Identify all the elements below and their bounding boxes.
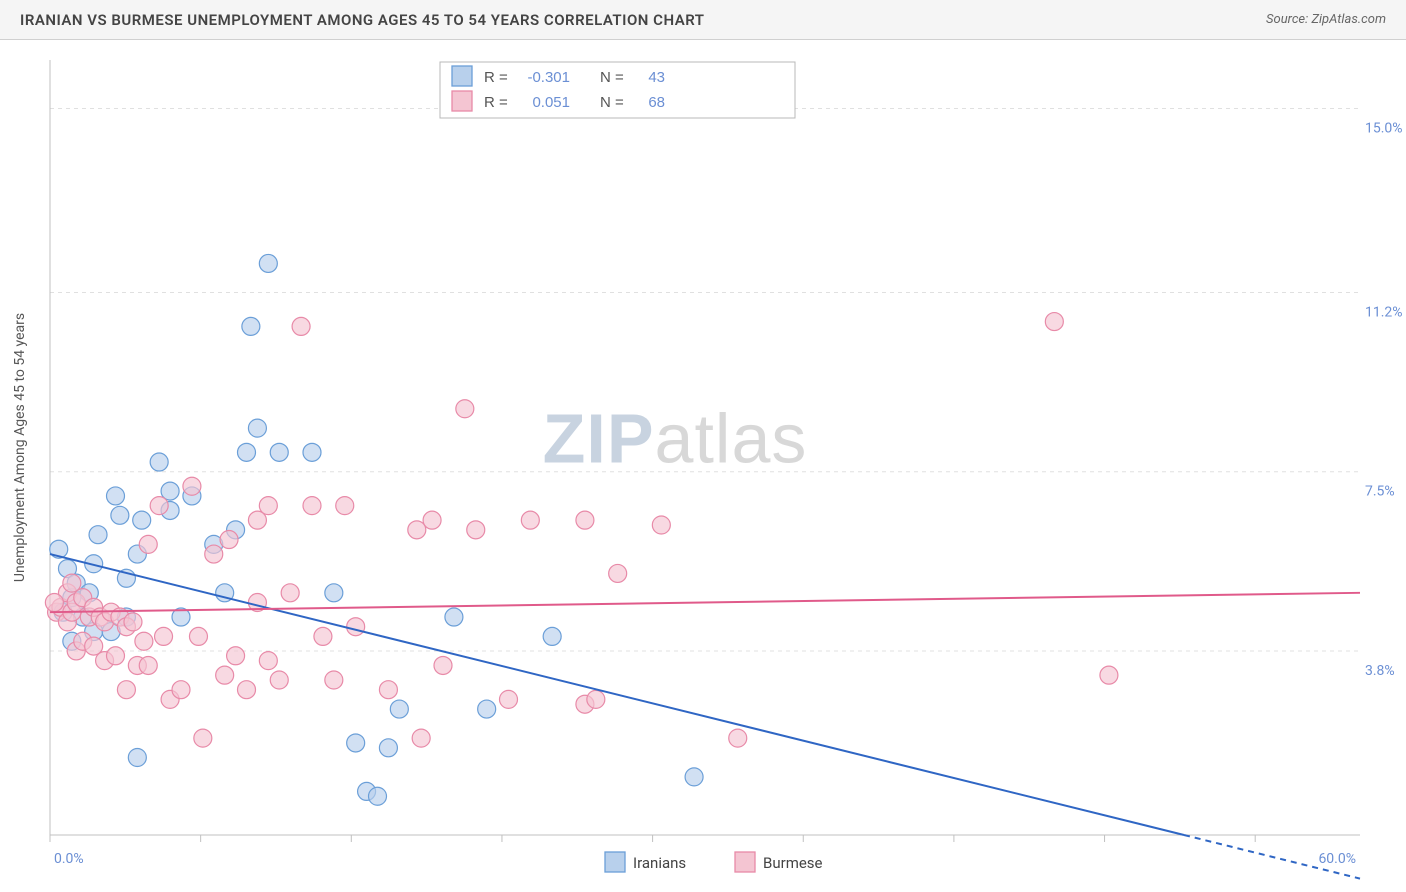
y-tick-label: 15.0%: [1365, 120, 1403, 136]
data-point: [314, 627, 332, 645]
data-point: [107, 647, 125, 665]
data-point: [729, 729, 747, 747]
data-point: [609, 564, 627, 582]
data-point: [220, 531, 238, 549]
data-point: [150, 453, 168, 471]
data-point: [194, 729, 212, 747]
data-point: [205, 545, 223, 563]
chart-title: IRANIAN VS BURMESE UNEMPLOYMENT AMONG AG…: [20, 11, 704, 29]
series-burmese: [45, 313, 1118, 748]
data-point: [445, 608, 463, 626]
chart-source: Source: ZipAtlas.com: [1266, 12, 1386, 27]
data-point: [242, 317, 260, 335]
data-point: [303, 497, 321, 515]
data-point: [652, 516, 670, 534]
data-point: [576, 511, 594, 529]
chart-header: IRANIAN VS BURMESE UNEMPLOYMENT AMONG AG…: [0, 0, 1406, 40]
data-point: [521, 511, 539, 529]
data-point: [139, 535, 157, 553]
data-point: [172, 681, 190, 699]
data-point: [543, 627, 561, 645]
legend-n-value: 43: [648, 69, 665, 86]
y-tick-label: 11.2%: [1365, 305, 1403, 321]
data-point: [500, 690, 518, 708]
legend-r-value: 0.051: [532, 94, 570, 111]
data-point: [292, 317, 310, 335]
data-point: [124, 613, 142, 631]
data-point: [139, 656, 157, 674]
data-point: [248, 419, 266, 437]
legend-n-label: N =: [600, 69, 624, 86]
watermark: ZIPatlas: [543, 400, 808, 478]
data-point: [478, 700, 496, 718]
data-point: [45, 594, 63, 612]
data-point: [259, 497, 277, 515]
data-point: [259, 254, 277, 272]
bottom-legend-label: Burmese: [763, 854, 823, 872]
data-point: [325, 671, 343, 689]
data-point: [270, 443, 288, 461]
data-point: [467, 521, 485, 539]
data-point: [238, 443, 256, 461]
data-point: [390, 700, 408, 718]
data-point: [107, 487, 125, 505]
y-tick-label: 3.8%: [1365, 663, 1395, 679]
legend-swatch: [452, 91, 472, 111]
series-iranians: [50, 254, 703, 805]
data-point: [128, 749, 146, 767]
bottom-legend-label: Iranians: [633, 854, 686, 872]
legend-n-value: 68: [648, 94, 665, 111]
data-point: [183, 477, 201, 495]
data-point: [238, 681, 256, 699]
data-point: [379, 739, 397, 757]
data-point: [135, 632, 153, 650]
data-point: [423, 511, 441, 529]
data-point: [189, 627, 207, 645]
data-point: [227, 647, 245, 665]
scatter-chart: 3.8% 7.5% 11.2% 15.0% 0.0% 60.0% Unemployment …: [0, 40, 1406, 892]
data-point: [412, 729, 430, 747]
data-point: [259, 652, 277, 670]
x-max-label: 60.0%: [1318, 851, 1356, 867]
data-point: [89, 526, 107, 544]
legend-n-label: N =: [600, 94, 624, 111]
x-min-label: 0.0%: [54, 851, 84, 867]
data-point: [325, 584, 343, 602]
data-point: [133, 511, 151, 529]
data-point: [685, 768, 703, 786]
data-point: [336, 497, 354, 515]
chart-area: 3.8% 7.5% 11.2% 15.0% 0.0% 60.0% Unemployment …: [0, 40, 1406, 892]
legend-r-label: R =: [484, 69, 508, 86]
data-point: [347, 734, 365, 752]
data-point: [587, 690, 605, 708]
data-point: [369, 787, 387, 805]
data-point: [347, 618, 365, 636]
legend-r-value: -0.301: [527, 69, 570, 86]
data-point: [1045, 313, 1063, 331]
data-point: [150, 497, 168, 515]
y-tick-label: 7.5%: [1365, 484, 1395, 500]
data-point: [303, 443, 321, 461]
data-point: [379, 681, 397, 699]
trend-line: [50, 554, 1184, 835]
bottom-legend-swatch: [605, 852, 625, 872]
data-point: [117, 681, 135, 699]
data-point: [281, 584, 299, 602]
data-point: [111, 506, 129, 524]
data-point: [216, 666, 234, 684]
data-point: [408, 521, 426, 539]
bottom-legend-swatch: [735, 852, 755, 872]
data-point: [155, 627, 173, 645]
data-point: [456, 400, 474, 418]
data-point: [270, 671, 288, 689]
y-axis-label: Unemployment Among Ages 45 to 54 years: [12, 313, 28, 582]
legend-swatch: [452, 66, 472, 86]
data-point: [1100, 666, 1118, 684]
data-point: [434, 656, 452, 674]
legend-r-label: R =: [484, 94, 508, 111]
